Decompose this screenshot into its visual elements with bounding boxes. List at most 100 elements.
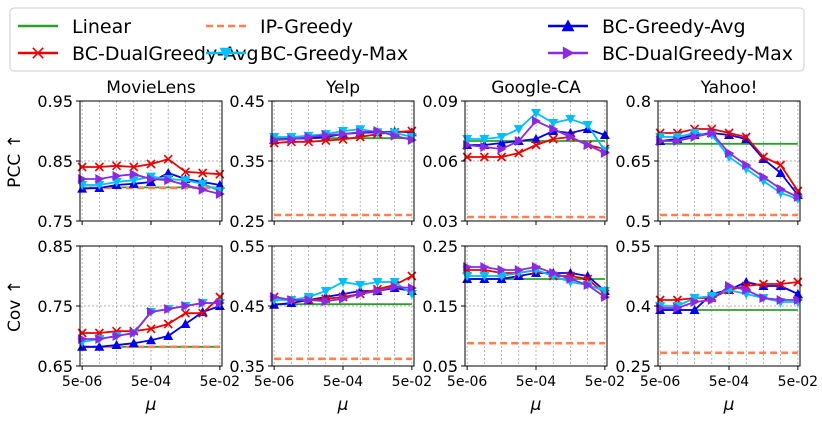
x-tick-label: 5e-02 <box>392 374 432 390</box>
data-point <box>673 303 683 313</box>
data-point <box>180 167 191 177</box>
x-tick-label: 5e-02 <box>585 374 625 390</box>
panel-cov-movielens: 0.65 0.75 0.85 5e-06 5e-04 5e-02 μ <box>37 237 240 415</box>
legend-marker <box>219 47 233 60</box>
data-point <box>566 274 576 284</box>
data-point <box>111 340 122 349</box>
data-point <box>198 184 208 195</box>
legend-item-bc-greedy-avg: BC-Greedy-Avg <box>548 16 746 38</box>
data-point <box>197 179 208 189</box>
data-point <box>600 148 610 158</box>
data-point <box>600 292 610 302</box>
data-point <box>776 160 786 170</box>
data-point <box>95 174 105 184</box>
data-point <box>304 295 314 305</box>
data-point <box>180 308 191 318</box>
data-point <box>180 176 191 186</box>
panel-pcc-yahoo: 0.5 0.65 0.8 Yahoo! <box>615 78 803 231</box>
data-point <box>549 268 559 278</box>
data-point <box>373 126 383 136</box>
data-point <box>707 128 717 138</box>
panel-pcc-movielens: 0.75 0.85 0.95 MovieLens <box>37 78 225 231</box>
y-tick-label: 0.25 <box>422 237 458 256</box>
data-point <box>514 136 524 146</box>
row-label-pcc: PCC ↑ <box>5 134 25 188</box>
y-tick-label: 0.75 <box>37 212 73 231</box>
data-point <box>94 181 105 190</box>
data-point <box>565 268 576 277</box>
panel-title: Yelp <box>325 78 360 98</box>
data-point <box>776 295 786 305</box>
series-bc-dualgreedy-avg <box>77 154 225 179</box>
data-point <box>163 331 174 340</box>
x-tick-label: 5e-04 <box>709 374 749 390</box>
data-point <box>725 281 734 291</box>
data-point <box>94 341 105 351</box>
legend-item-bc-greedy-max: BC-Greedy-Max <box>206 43 408 65</box>
legend-item-bc-dualgreedy-max: BC-DualGreedy-Max <box>548 43 793 65</box>
data-point <box>496 133 507 142</box>
data-point <box>407 135 417 145</box>
y-tick-label: 0.65 <box>37 357 73 376</box>
x-tick-label: 5e-06 <box>447 374 487 390</box>
panel-title: Yahoo! <box>700 78 758 98</box>
row-labels: PCC ↑ Cov ↑ <box>5 134 25 332</box>
data-point <box>479 152 489 162</box>
data-point <box>793 295 803 305</box>
data-point <box>163 154 173 164</box>
x-tick-label: 5e-06 <box>640 374 680 390</box>
data-point <box>531 140 541 150</box>
data-point <box>549 124 559 134</box>
data-point <box>462 152 472 162</box>
legend: Linear IP-Greedy BC-Greedy-Avg BC-DualGreed… <box>9 7 805 72</box>
legend-label: BC-DualGreedy-Max <box>602 43 793 65</box>
data-point <box>372 278 383 287</box>
data-point <box>181 180 191 190</box>
y-tick-label: 0.85 <box>37 237 73 256</box>
panel-cov-google-ca: 0.05 0.15 0.25 5e-06 5e-04 5e-02 μ <box>422 237 625 415</box>
data-point <box>389 278 400 287</box>
y-tick-label: 0.15 <box>422 297 458 316</box>
y-tick-label: 0.35 <box>229 357 265 376</box>
data-point <box>673 136 683 146</box>
y-tick-label: 0.4 <box>626 297 651 316</box>
data-point <box>759 293 769 303</box>
y-tick-label: 0.65 <box>615 152 651 171</box>
data-point <box>759 172 769 182</box>
legend-label: Linear <box>72 16 131 38</box>
x-axis-label: μ <box>337 395 349 415</box>
data-point <box>565 115 576 124</box>
data-point <box>112 331 122 341</box>
data-point <box>304 132 314 142</box>
x-tick-label: 5e-06 <box>254 374 294 390</box>
x-axis-label: μ <box>723 395 735 415</box>
data-point <box>198 308 208 318</box>
series-bc-greedy-max <box>462 109 610 156</box>
data-point <box>775 281 786 290</box>
data-point <box>793 192 803 202</box>
data-point <box>514 148 524 158</box>
data-point <box>180 319 191 328</box>
data-point <box>725 148 734 158</box>
data-point <box>724 128 734 138</box>
data-point <box>532 116 541 126</box>
y-tick-label: 0.55 <box>229 237 265 256</box>
chart-panels: 0.75 0.85 0.95 MovieLens 0.25 0.35 0.45 Yelp 0.0… <box>37 78 818 415</box>
data-point <box>320 287 331 296</box>
panel-title: MovieLens <box>106 78 196 98</box>
panel-pcc-yelp: 0.25 0.35 0.45 Yelp <box>229 78 417 231</box>
data-point <box>479 272 490 281</box>
data-point <box>338 278 348 287</box>
data-point <box>532 262 541 272</box>
y-tick-label: 0.55 <box>615 237 651 256</box>
data-point <box>339 129 348 139</box>
data-point <box>742 285 752 295</box>
data-point <box>690 297 700 307</box>
data-point <box>146 324 156 334</box>
data-point <box>181 301 191 311</box>
panel-pcc-google-ca: 0.03 0.06 0.09 Google-CA <box>422 78 610 231</box>
data-point <box>758 281 769 290</box>
legend-item-linear: Linear <box>18 16 131 38</box>
legend-marker <box>32 47 44 59</box>
legend-marker <box>561 19 575 32</box>
